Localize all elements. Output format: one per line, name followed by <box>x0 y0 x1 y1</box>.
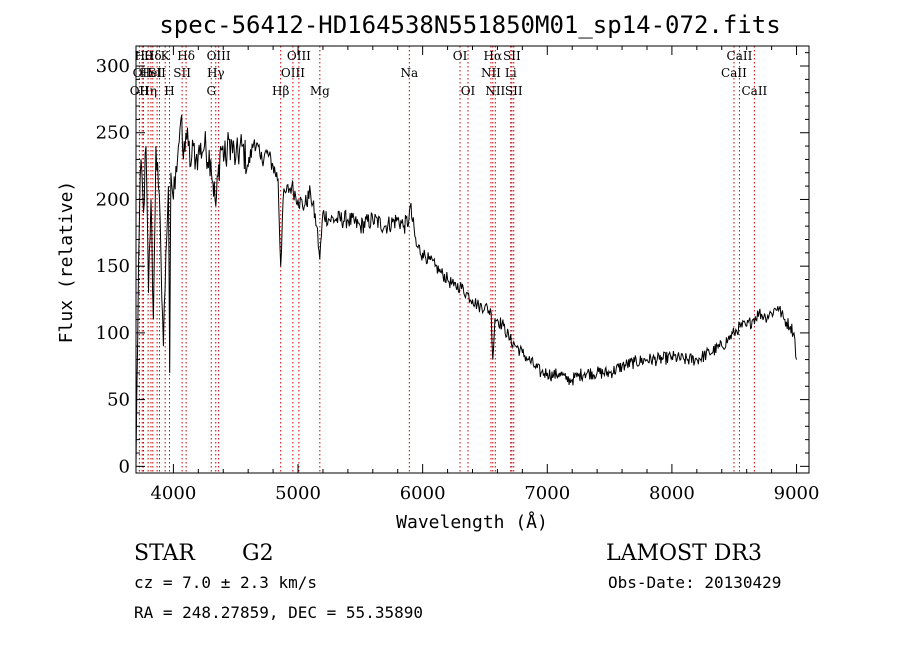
spectral-line-markers <box>138 46 755 473</box>
line-label-8: K <box>161 49 171 63</box>
line-label-21: OI <box>461 84 476 98</box>
line-label-5: Hδ <box>144 49 162 63</box>
y-tick-label: 200 <box>96 189 130 210</box>
spectral-line-labels: OIIOIIHθHηHeIHδSIIKHSIIHδGHγOIIIHβOIIIOI… <box>130 49 768 98</box>
line-label-13: Hγ <box>207 66 225 80</box>
line-label-20: OI <box>453 49 468 63</box>
survey-name: LAMOST DR3 <box>606 541 762 566</box>
y-tick-label: 150 <box>96 256 130 277</box>
y-axis-ticks: 0 50 100 150 200 250 300 <box>96 52 809 477</box>
object-class: STAR <box>134 541 196 566</box>
line-label-29: CaII <box>727 49 753 63</box>
line-label-26: SII <box>503 49 521 63</box>
line-label-15: Hβ <box>272 84 289 98</box>
line-label-23: Hα <box>484 49 503 63</box>
line-label-3: Hη <box>139 84 157 98</box>
line-label-14: OIII <box>207 49 231 63</box>
y-tick-label: 0 <box>119 456 130 477</box>
x-tick-label: 4000 <box>150 483 196 504</box>
line-label-1: OII <box>133 66 153 80</box>
line-label-22: NII <box>481 66 501 80</box>
line-label-17: OIII <box>287 49 311 63</box>
line-label-9: H <box>164 84 174 98</box>
line-label-11: Hδ <box>177 49 195 63</box>
y-tick-label: 50 <box>107 390 130 411</box>
y-tick-label: 250 <box>96 123 130 144</box>
x-axis-ticks: 4000 5000 6000 7000 8000 9000 <box>150 46 819 504</box>
x-tick-label: 7000 <box>524 483 570 504</box>
observation-date: Obs-Date: 20130429 <box>608 573 781 592</box>
ra-dec: RA = 248.27859, DEC = 55.35890 <box>134 603 423 622</box>
line-label-30: CaII <box>741 84 767 98</box>
x-tick-label: 5000 <box>275 483 321 504</box>
x-tick-label: 8000 <box>649 483 695 504</box>
line-label-10: SII <box>173 66 191 80</box>
line-label-0: OII <box>130 84 150 98</box>
line-label-28: CaII <box>721 66 747 80</box>
line-label-24: NII <box>485 84 505 98</box>
line-label-27: SII <box>505 84 523 98</box>
y-tick-label: 300 <box>96 56 130 77</box>
plot-frame <box>135 45 810 474</box>
x-tick-label: 6000 <box>400 483 446 504</box>
redshift-cz: cz = 7.0 ± 2.3 km/s <box>134 573 317 592</box>
line-label-16: OIII <box>281 66 305 80</box>
line-label-4: HeI <box>140 66 163 80</box>
x-axis-label: Wavelength (Å) <box>396 511 548 533</box>
line-label-6: SII <box>148 66 166 80</box>
line-label-12: G <box>206 84 216 98</box>
y-axis-label: Flux (relative) <box>56 181 77 344</box>
spectrum-line <box>135 115 797 467</box>
line-label-18: Mg <box>310 84 330 98</box>
chart-title: spec-56412-HD164538N551850M01_sp14-072.f… <box>159 11 780 39</box>
y-tick-label: 100 <box>96 323 130 344</box>
x-tick-label: 9000 <box>774 483 820 504</box>
line-label-19: Na <box>400 66 418 80</box>
line-label-25: Li <box>505 66 517 80</box>
object-subclass: G2 <box>242 541 274 566</box>
